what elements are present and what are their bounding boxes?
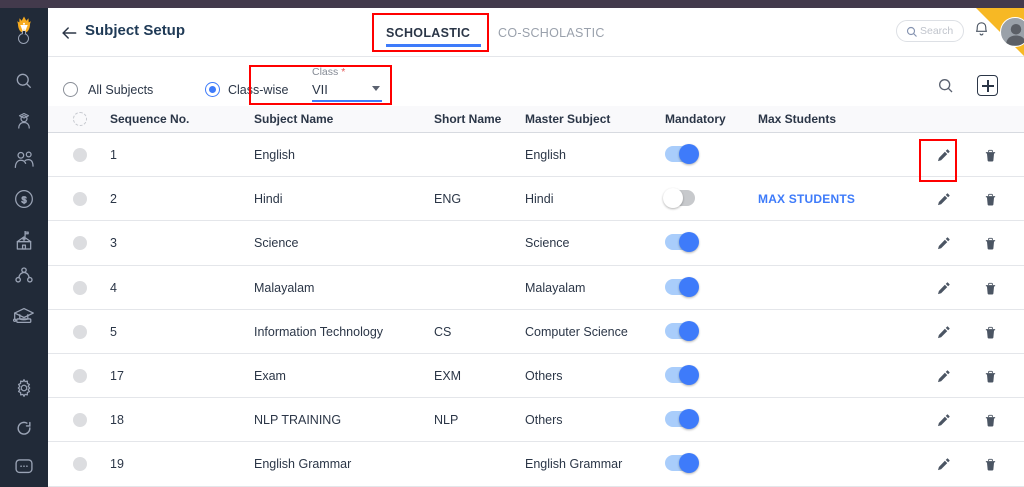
svg-text:$: $ xyxy=(21,195,26,205)
